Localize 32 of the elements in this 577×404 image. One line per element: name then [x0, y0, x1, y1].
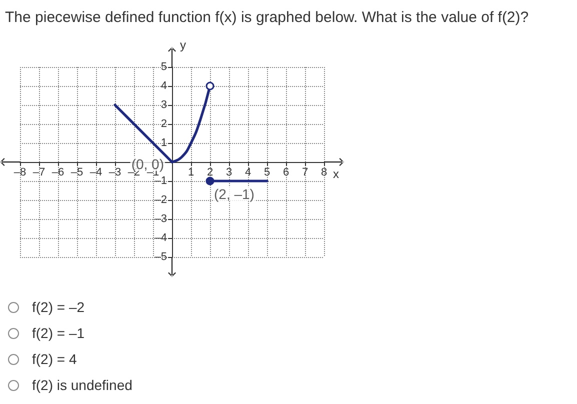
x-tick-label: 2 [206, 166, 214, 178]
text: f(2) = –2 [32, 299, 85, 315]
x-tick-label: –5 [70, 166, 84, 178]
x-tick-label: –6 [52, 166, 64, 178]
y-tick-label: –1 [154, 175, 167, 187]
text: f(2) = –1 [32, 325, 85, 341]
annotation: (2, –1) [214, 186, 254, 202]
y-tick-label: –2 [154, 194, 167, 206]
x-tick-label: –7 [32, 166, 46, 178]
x-tick-label: –3 [108, 166, 122, 178]
y-tick-label: 3 [160, 99, 167, 111]
y-tick-label: 5 [160, 61, 167, 73]
x-tick-label: 7 [302, 166, 308, 178]
x-tick-label: 6 [282, 166, 290, 178]
x-tick-label: –4 [90, 166, 102, 178]
text: f(2) is undefined [32, 377, 132, 393]
x-tick-label: 1 [188, 166, 194, 178]
y-tick-label: 1 [160, 137, 167, 149]
x-tick-label: 4 [244, 166, 252, 178]
text: f(2) = 4 [32, 351, 77, 367]
chart-title: The piecewise defined function f(x) is graphed below. What is the value of f(2)? [5, 9, 529, 26]
y-tick-label: 2 [160, 118, 167, 130]
x-tick-label: 3 [226, 166, 232, 178]
x-tick-label: 5 [264, 166, 270, 178]
y-axis-title: y [180, 38, 186, 52]
x-tick-label: –8 [14, 166, 26, 178]
x-axis-title: x [333, 167, 339, 181]
x-tick-label: 8 [320, 166, 328, 178]
y-tick-label: –4 [154, 232, 167, 244]
y-tick-label: –3 [154, 213, 167, 225]
y-tick-label: –5 [154, 251, 167, 263]
y-tick-label: 4 [160, 80, 167, 92]
